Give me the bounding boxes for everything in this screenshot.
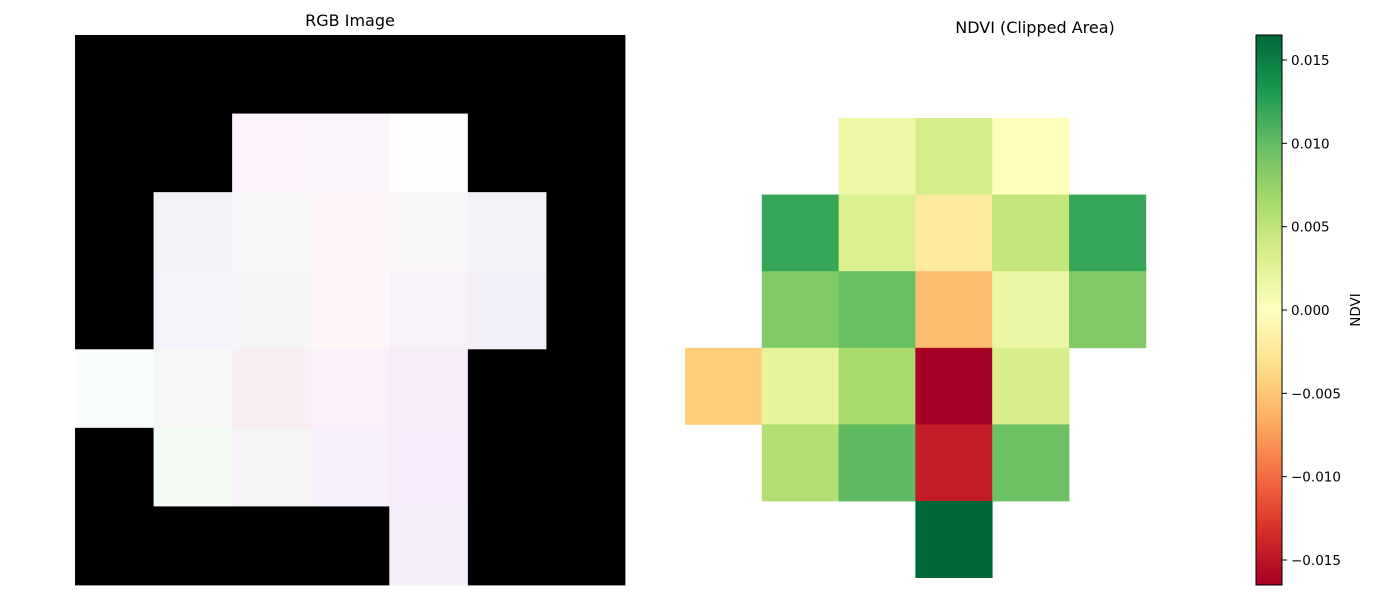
rgb-pixel <box>467 270 547 350</box>
ndvi-cell <box>915 194 993 272</box>
ndvi-cell <box>685 347 763 425</box>
rgb-pixel <box>310 270 390 350</box>
colorbar-gradient <box>1255 34 1283 586</box>
ndvi-cell <box>915 424 993 502</box>
rgb-image-title: RGB Image <box>305 11 395 30</box>
rgb-pixel <box>467 35 547 114</box>
ndvi-cell <box>761 424 839 502</box>
ndvi-cell <box>838 271 916 349</box>
ndvi-cell <box>761 347 839 425</box>
rgb-pixel <box>389 349 469 429</box>
rgb-pixel <box>310 506 390 586</box>
colorbar-tick-label: 0.000 <box>1291 303 1330 319</box>
colorbar-tick-label: −0.005 <box>1291 386 1341 402</box>
ndvi-cell <box>992 194 1070 272</box>
rgb-pixel <box>310 192 390 272</box>
colorbar-tick-label: 0.005 <box>1291 220 1330 236</box>
ndvi-cell <box>915 118 993 195</box>
colorbar-tick-label: −0.010 <box>1291 470 1341 486</box>
rgb-pixel <box>75 427 154 507</box>
ndvi-cell <box>915 347 993 425</box>
colorbar-tick-label: −0.015 <box>1291 553 1341 569</box>
ndvi-cell <box>915 271 993 349</box>
rgb-pixel <box>389 35 469 114</box>
rgb-pixel <box>310 349 390 429</box>
rgb-pixel <box>467 427 547 507</box>
ndvi-cell <box>992 424 1070 502</box>
rgb-image-grid <box>75 35 626 586</box>
colorbar-tick-label: 0.010 <box>1291 136 1330 152</box>
ndvi-cell <box>1069 194 1147 272</box>
ndvi-cell <box>838 347 916 425</box>
rgb-pixel <box>546 270 626 350</box>
ndvi-heatmap-grid <box>685 118 1147 578</box>
ndvi-cell <box>761 194 839 272</box>
rgb-pixel <box>232 349 312 429</box>
rgb-pixel <box>467 349 547 429</box>
rgb-pixel <box>546 192 626 272</box>
rgb-pixel <box>75 506 154 586</box>
colorbar-tick-label: 0.015 <box>1291 53 1330 69</box>
rgb-pixel <box>153 270 233 350</box>
rgb-pixel <box>75 35 154 114</box>
ndvi-cell <box>915 501 993 578</box>
rgb-pixel <box>389 113 469 193</box>
ndvi-cell <box>992 347 1070 425</box>
rgb-pixel <box>232 113 312 193</box>
rgb-pixel <box>75 192 154 272</box>
rgb-pixel <box>310 113 390 193</box>
rgb-pixel <box>232 427 312 507</box>
rgb-pixel <box>546 35 626 114</box>
rgb-pixel <box>389 506 469 586</box>
rgb-pixel <box>546 349 626 429</box>
rgb-pixel <box>232 35 312 114</box>
ndvi-title: NDVI (Clipped Area) <box>955 18 1115 37</box>
ndvi-cell <box>838 424 916 502</box>
rgb-pixel <box>153 113 233 193</box>
rgb-pixel <box>153 35 233 114</box>
rgb-pixel <box>153 506 233 586</box>
rgb-pixel <box>232 270 312 350</box>
rgb-pixel <box>153 427 233 507</box>
rgb-pixel <box>389 427 469 507</box>
rgb-pixel <box>310 35 390 114</box>
ndvi-colorbar: 0.015 0.010 0.005 0.000 −0.005 −0.010 −0.015 ND… <box>1255 34 1364 586</box>
rgb-pixel <box>153 192 233 272</box>
rgb-pixel <box>467 192 547 272</box>
rgb-pixel <box>546 427 626 507</box>
ndvi-cell <box>992 118 1070 195</box>
rgb-pixel <box>75 113 154 193</box>
rgb-pixel <box>310 427 390 507</box>
rgb-pixel <box>232 506 312 586</box>
rgb-pixel <box>389 270 469 350</box>
ndvi-cell <box>761 271 839 349</box>
rgb-pixel <box>389 192 469 272</box>
rgb-pixel <box>467 113 547 193</box>
ndvi-cell <box>838 118 916 195</box>
rgb-pixel <box>75 270 154 350</box>
ndvi-cell <box>838 194 916 272</box>
ndvi-cell <box>992 271 1070 349</box>
rgb-pixel <box>75 349 154 429</box>
rgb-pixel <box>467 506 547 586</box>
rgb-pixel <box>546 113 626 193</box>
ndvi-cell <box>1069 271 1147 349</box>
rgb-pixel <box>153 349 233 429</box>
rgb-pixel <box>232 192 312 272</box>
rgb-pixel <box>546 506 626 586</box>
colorbar-label: NDVI <box>1348 293 1364 326</box>
